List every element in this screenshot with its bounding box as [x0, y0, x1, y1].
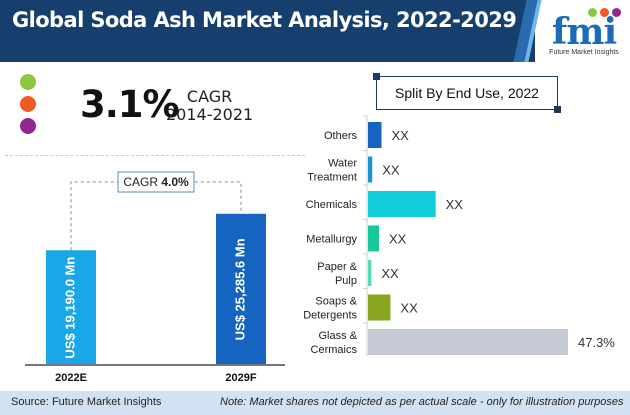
bar-value-label: XX: [400, 301, 418, 316]
logo-subtitle: Future Market Insights: [549, 49, 619, 56]
bullet-dot-icon: [20, 74, 36, 90]
bullet-dot-icon: [20, 118, 36, 134]
cagr-annotation-box: [117, 171, 195, 193]
section-divider: [5, 155, 305, 156]
category-label: Chemicals: [306, 199, 358, 211]
bullet-dot-icon: [20, 96, 36, 112]
bar-water-treatment: [368, 156, 373, 183]
bar-glass-cermaics: [368, 329, 568, 355]
logo-dot-icon: [612, 8, 621, 17]
box-corner: [373, 73, 380, 80]
category-label: Water: [328, 158, 357, 170]
bar-2029F: [216, 213, 266, 365]
bar-value-label: US$ 19,190.0 Mn: [62, 257, 77, 359]
category-label: Paper &: [317, 261, 357, 273]
split-title: Split By End Use, 2022: [395, 85, 539, 101]
cagr-label: CAGR 2014-2021: [166, 88, 253, 124]
bar-paper-pulp: [368, 260, 372, 286]
bar-value-label: XX: [381, 266, 399, 281]
box-corner: [554, 106, 561, 113]
category-label: Treatment: [307, 172, 357, 184]
logo-dot-icon: [588, 8, 597, 17]
category-label: Detergents: [303, 310, 357, 322]
header-title-bar: [0, 0, 535, 62]
cagr-connector-line: [70, 181, 242, 251]
bar-value-label: US$ 25,285.6 Mn: [232, 238, 247, 340]
market-size-chart: US$ 19,190.0 Mn 2022E US$ 25,285.6 Mn 2029F…: [25, 171, 285, 384]
bar-others: [368, 122, 382, 148]
bar-chemicals: [368, 191, 436, 217]
bar-value-label: XX: [446, 197, 464, 212]
x-tick-label: 2022E: [55, 372, 87, 384]
page-title: Global Soda Ash Market Analysis, 2022-20…: [12, 8, 517, 32]
logo-dot-icon: [600, 8, 609, 17]
fmi-logo: fmi Future Market Insights: [540, 2, 628, 60]
logo-mark: fmi: [551, 11, 617, 53]
bar-2022E: [46, 250, 96, 365]
category-label: Glass &: [318, 330, 357, 342]
bar-soaps-detergents: [368, 294, 391, 321]
category-label: Pulp: [335, 275, 357, 287]
category-label: Cermaics: [311, 344, 358, 356]
cagr-period: 2014-2021: [166, 105, 254, 124]
x-tick-label: 2029F: [225, 372, 256, 384]
footer-source: Source: Future Market Insights: [11, 396, 162, 408]
cagr-value: 3.1%: [80, 83, 180, 126]
cagr-annotation: CAGR 4.0%: [123, 175, 189, 189]
bar-value-label: XX: [382, 163, 400, 178]
cagr-label-text: CAGR: [186, 87, 233, 106]
footer: Source: Future Market Insights Note: Mar…: [0, 391, 630, 415]
category-label: Soaps &: [315, 296, 357, 308]
split-title-box: Split By End Use, 2022: [373, 73, 561, 113]
footer-note: Note: Market shares not depicted as per …: [220, 396, 624, 408]
bar-metallurgy: [368, 225, 379, 252]
bar-value-label: XX: [389, 232, 407, 247]
bar-value-label: XX: [392, 128, 410, 143]
end-use-chart: XX Others XX Water Treatment XX Chemicals XX Met…: [303, 115, 615, 356]
bar-value-label: 47.3%: [578, 335, 615, 350]
header: Global Soda Ash Market Analysis, 2022-20…: [0, 0, 630, 62]
category-label: Others: [324, 130, 358, 142]
category-label: Metallurgy: [306, 234, 357, 246]
